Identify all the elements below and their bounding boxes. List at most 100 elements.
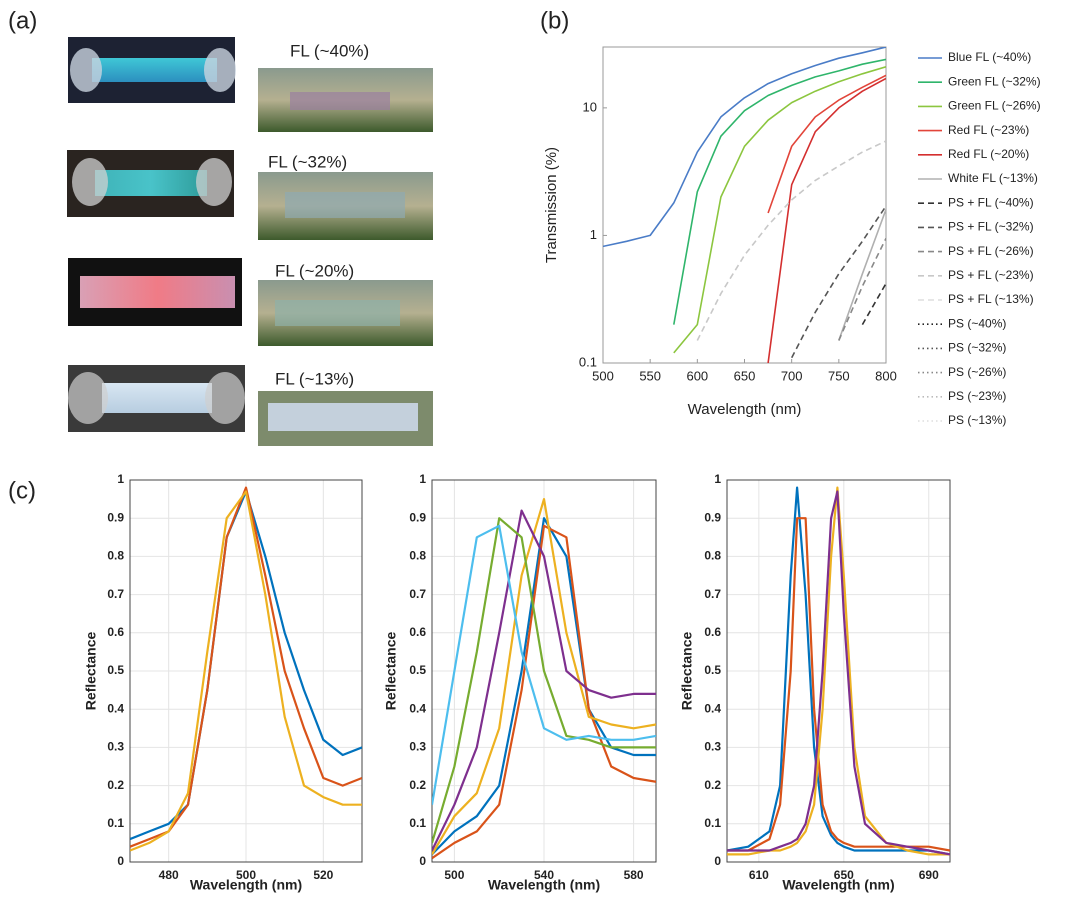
y-tick-label: 0.3 (107, 740, 124, 754)
photo-caption: FL (~40%) (290, 41, 369, 60)
panel-label: (b) (540, 7, 569, 34)
y-tick-label: 0.3 (704, 740, 721, 754)
series-line (130, 490, 362, 852)
photo-caption: FL (~13%) (275, 369, 354, 388)
plot-frame (129, 479, 363, 863)
y-tick-label: 0.4 (704, 701, 721, 715)
x-tick-label: 600 (686, 368, 708, 383)
plot-frame (431, 479, 657, 863)
plot-frame (726, 479, 951, 863)
y-axis-label: Transmission (%) (543, 147, 560, 263)
x-tick-label: 540 (534, 868, 554, 882)
series-line (432, 524, 656, 805)
legend-label: PS + FL (~13%) (948, 292, 1034, 306)
x-axis-label: Wavelength (nm) (190, 877, 302, 893)
series-line (767, 77, 886, 363)
y-axis-label: Reflectance (83, 631, 99, 710)
y-tick-label: 0.9 (107, 510, 124, 524)
sample (268, 403, 418, 431)
y-tick-label: 0.7 (409, 587, 426, 601)
legend-label: Red FL (~20%) (948, 147, 1029, 161)
legend-label: Green FL (~26%) (948, 99, 1041, 113)
legend-label: PS (~13%) (948, 413, 1006, 427)
x-tick-label: 750 (828, 368, 850, 383)
series-line (861, 283, 886, 325)
series-line (790, 205, 886, 359)
y-axis-label: Reflectance (383, 631, 399, 710)
y-tick-label: 1 (419, 472, 426, 486)
x-tick-label: 700 (781, 368, 803, 383)
y-tick-label: 0.9 (409, 510, 426, 524)
y-tick-label: 1 (590, 227, 597, 242)
x-tick-label: 690 (919, 868, 939, 882)
legend-label: PS (~23%) (948, 389, 1006, 403)
series-line (432, 517, 656, 856)
y-tick-label: 0.2 (409, 778, 426, 792)
sample (95, 170, 207, 196)
x-tick-label: 650 (834, 868, 854, 882)
y-tick-label: 0.4 (107, 701, 124, 715)
sample (285, 192, 405, 218)
photo-caption: FL (~32%) (268, 152, 347, 171)
x-axis-label: Wavelength (nm) (782, 877, 894, 893)
y-tick-label: 0.6 (107, 625, 124, 639)
series-line (727, 490, 950, 856)
x-tick-label: 500 (236, 868, 256, 882)
y-tick-label: 0.5 (107, 663, 124, 677)
x-tick-label: 800 (875, 368, 897, 383)
clamp (205, 372, 245, 424)
series-line (432, 509, 656, 851)
legend-label: Green FL (~32%) (948, 74, 1041, 88)
series-line (838, 237, 886, 341)
series-line (838, 209, 886, 341)
y-tick-label: 1 (714, 472, 721, 486)
series-line (432, 498, 656, 855)
y-tick-label: 0.6 (704, 625, 721, 639)
panel-a-photos (67, 37, 433, 446)
y-tick-label: 0.5 (409, 663, 426, 677)
clamp (196, 158, 232, 206)
x-tick-label: 550 (639, 368, 661, 383)
y-tick-label: 0.3 (409, 740, 426, 754)
panel-label: (c) (8, 477, 36, 504)
series-line (767, 74, 886, 214)
y-tick-label: 0.4 (409, 701, 426, 715)
series-line (696, 140, 886, 341)
y-tick-label: 10 (583, 99, 597, 114)
x-tick-label: 500 (444, 868, 464, 882)
legend-label: PS (~26%) (948, 365, 1006, 379)
y-tick-label: 0.2 (704, 778, 721, 792)
y-tick-label: 0.6 (409, 625, 426, 639)
y-axis-label: Reflectance (679, 631, 695, 710)
y-tick-label: 0 (117, 854, 124, 868)
sample (102, 383, 212, 413)
series-line (727, 486, 950, 856)
x-tick-label: 580 (624, 868, 644, 882)
photo-caption: FL (~20%) (275, 261, 354, 280)
series-line (432, 517, 656, 844)
y-tick-label: 0.1 (579, 354, 597, 369)
legend-label: Blue FL (~40%) (948, 50, 1031, 64)
panel-label: (a) (8, 7, 37, 34)
y-tick-label: 0.9 (704, 510, 721, 524)
y-tick-label: 0.7 (107, 587, 124, 601)
series-line (432, 524, 656, 860)
sample (80, 276, 235, 308)
y-tick-label: 0.1 (409, 816, 426, 830)
legend-label: PS + FL (~32%) (948, 220, 1034, 234)
y-tick-label: 0 (714, 854, 721, 868)
clamp (68, 372, 108, 424)
y-tick-label: 0.1 (704, 816, 721, 830)
series-line (603, 47, 886, 248)
series-line (727, 517, 950, 852)
x-tick-label: 610 (749, 868, 769, 882)
legend-label: PS (~32%) (948, 341, 1006, 355)
legend-label: PS + FL (~40%) (948, 195, 1034, 209)
series-line (673, 58, 886, 325)
legend-label: White FL (~13%) (948, 171, 1038, 185)
x-tick-label: 480 (159, 868, 179, 882)
x-axis-label: Wavelength (nm) (488, 877, 600, 893)
clamp (72, 158, 108, 206)
